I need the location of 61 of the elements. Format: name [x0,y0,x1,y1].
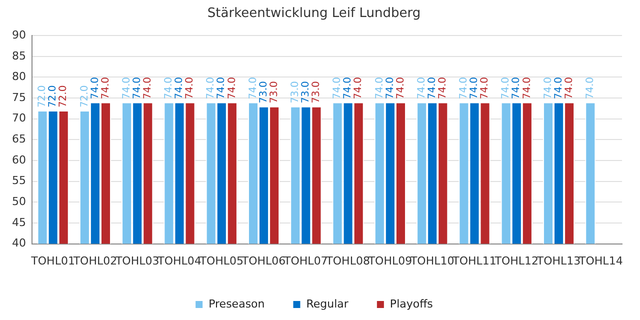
data-label: 74.0 [164,76,175,100]
legend-label: Preseason [208,297,265,310]
data-label: 74.0 [248,76,259,100]
y-tick-label: 65 [12,132,26,146]
x-tick-label: TOHL07 [283,254,328,268]
y-tick-label: 50 [12,195,26,208]
x-tick-label: TOHL14 [578,254,623,268]
data-label: 74.0 [353,76,364,100]
data-label: 74.0 [226,76,238,100]
y-tick-label: 45 [12,216,26,229]
data-label: 74.0 [342,76,354,100]
data-label: 74.0 [584,76,596,100]
data-label: 72.0 [37,85,48,108]
chart-title: Stärkeentwicklung Leif Lundberg [207,6,421,22]
y-tick-label: 85 [12,49,26,62]
legend-label: Regular [306,297,349,310]
data-label: 74.0 [174,76,186,100]
data-label: 74.0 [564,76,575,100]
data-label: 74.0 [416,76,428,100]
legend-label: Playoffs [390,297,434,310]
y-tick-label: 70 [12,112,26,125]
data-label: 74.0 [522,76,533,100]
data-label: 74.0 [458,76,470,100]
data-label: 74.0 [332,76,344,100]
data-label: 73.0 [290,81,301,104]
data-label: 74.0 [184,76,196,100]
y-tick-label: 75 [12,90,26,104]
x-tick-label: TOHL08 [325,254,370,268]
y-tick-label: 40 [12,236,26,250]
data-label: 74.0 [374,76,386,100]
data-label: 72.0 [48,85,59,108]
data-label: 74.0 [90,76,101,100]
data-label: 74.0 [121,76,132,100]
data-label: 74.0 [206,76,217,100]
data-label: 73.0 [258,81,270,104]
data-label: 72.0 [79,85,90,108]
data-label: 74.0 [480,76,491,100]
data-label: 74.0 [395,76,406,100]
data-label: 72.0 [58,85,70,108]
data-label: 74.0 [500,76,512,100]
x-tick-label: TOHL04 [156,254,202,268]
x-tick-label: TOHL01 [30,254,75,268]
data-label: 74.0 [426,76,438,100]
data-label: 74.0 [384,76,396,100]
data-label: 74.0 [132,76,143,100]
y-tick-label: 55 [12,174,26,188]
data-label: 73.0 [311,81,322,104]
y-tick-label: 90 [12,28,26,42]
data-label: 74.0 [542,76,554,100]
y-tick-label: 80 [12,70,26,84]
data-label: 74.0 [142,76,154,100]
data-label: 74.0 [216,76,228,100]
data-label: 73.0 [268,81,280,104]
data-label: 74.0 [100,76,112,100]
x-tick-label: TOHL11 [452,254,496,268]
data-label: 74.0 [511,76,522,100]
data-label: 73.0 [300,81,312,104]
data-label: 74.0 [437,76,448,100]
y-tick-label: 60 [12,153,26,166]
data-label: 74.0 [469,76,480,100]
data-label: 74.0 [553,76,564,100]
